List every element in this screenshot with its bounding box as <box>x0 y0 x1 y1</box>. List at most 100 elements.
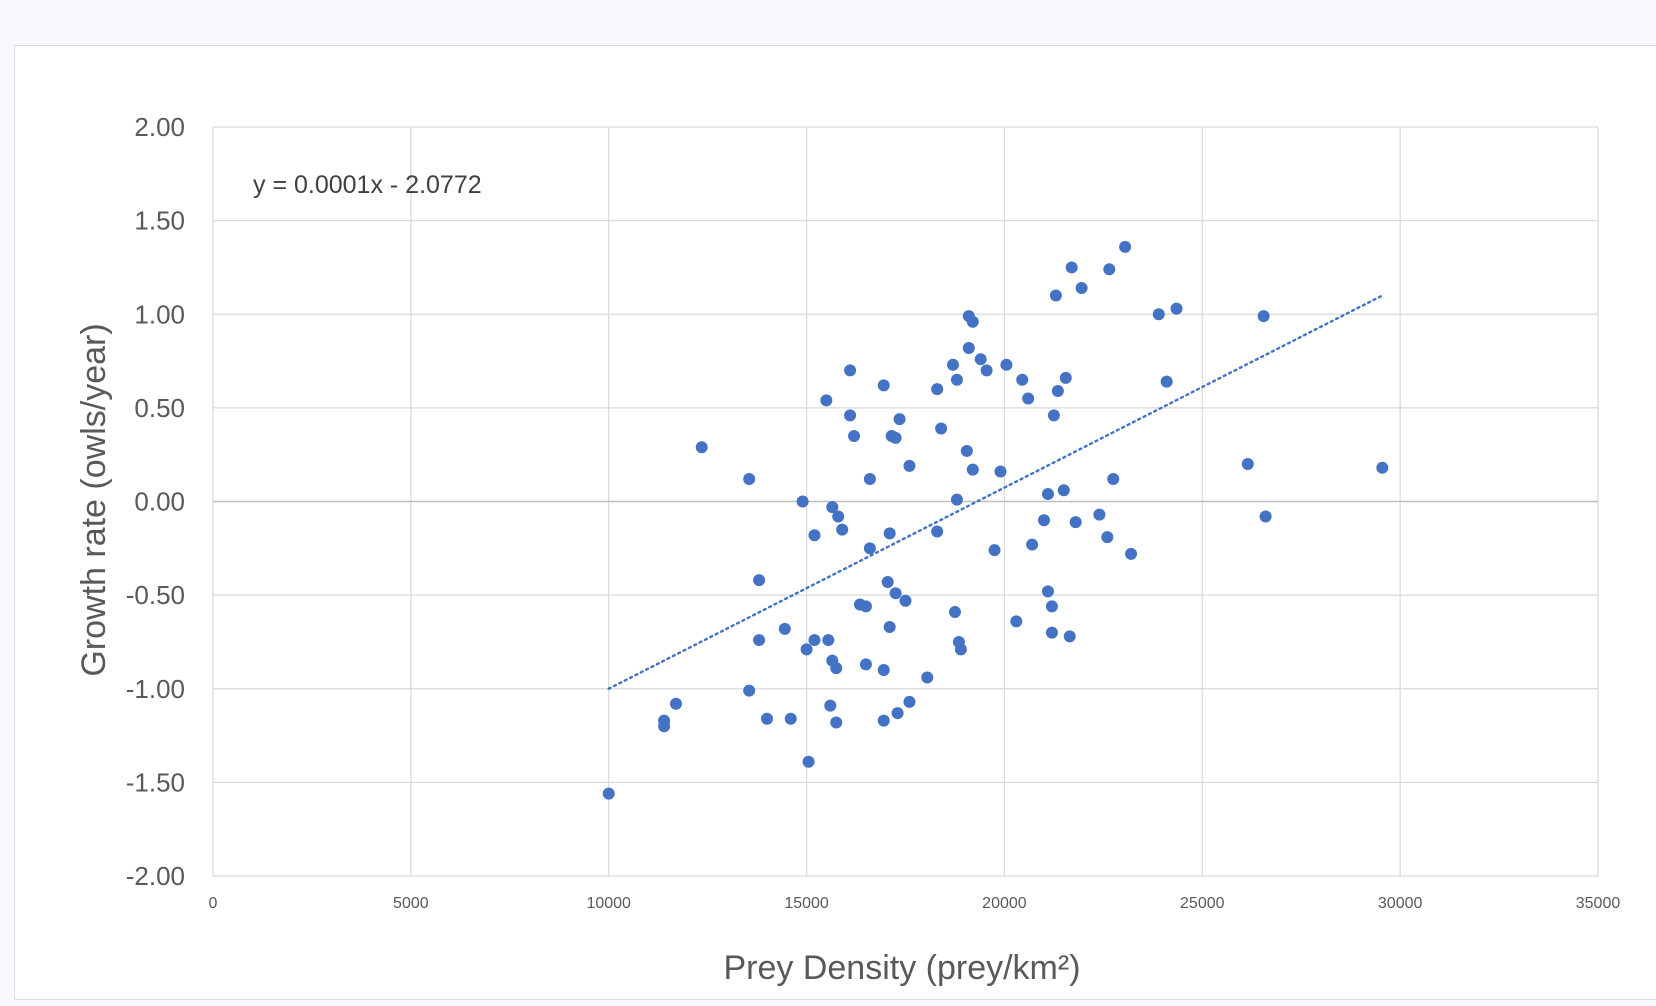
data-point <box>1045 626 1058 639</box>
y-tick-label: -1.50 <box>126 767 185 797</box>
data-point <box>753 634 766 647</box>
data-point <box>859 600 872 613</box>
data-point <box>1170 302 1183 315</box>
data-point <box>808 529 821 542</box>
data-point <box>1045 600 1058 613</box>
data-point <box>1160 375 1173 388</box>
data-point <box>859 658 872 671</box>
data-point <box>800 643 813 656</box>
data-point <box>877 714 890 727</box>
data-point <box>1125 547 1138 560</box>
data-point <box>1041 585 1054 598</box>
data-point <box>1075 282 1088 295</box>
data-point <box>1059 371 1072 384</box>
data-point <box>960 444 973 457</box>
data-point <box>826 501 839 514</box>
y-tick-label: -1.00 <box>126 674 185 704</box>
data-point <box>966 315 979 328</box>
y-tick-label: 0.00 <box>134 487 185 517</box>
data-point <box>974 353 987 366</box>
data-point <box>1051 385 1064 398</box>
data-point <box>1041 488 1054 501</box>
data-point <box>784 712 797 725</box>
data-point <box>1057 484 1070 497</box>
chart-panel <box>14 45 1656 1000</box>
data-point <box>822 634 835 647</box>
data-point <box>743 684 756 697</box>
data-point <box>824 699 837 712</box>
data-point <box>883 527 896 540</box>
data-point <box>863 542 876 555</box>
data-point <box>830 662 843 675</box>
data-point <box>899 594 912 607</box>
x-tick-label: 35000 <box>1576 895 1621 912</box>
x-tick-label: 15000 <box>784 895 829 912</box>
data-point <box>695 441 708 454</box>
data-point <box>808 634 821 647</box>
data-point <box>830 716 843 729</box>
data-point <box>743 473 756 486</box>
data-point <box>832 510 845 523</box>
data-point <box>848 429 861 442</box>
data-point <box>893 413 906 426</box>
x-tick-label: 5000 <box>393 895 429 912</box>
data-point <box>1107 473 1120 486</box>
data-point <box>761 712 773 725</box>
data-point <box>1010 615 1023 628</box>
data-point <box>820 394 833 407</box>
data-point <box>1119 240 1132 253</box>
data-point <box>1000 358 1013 371</box>
x-tick-label: 20000 <box>982 895 1027 912</box>
data-point <box>950 373 963 386</box>
data-point <box>1026 538 1039 551</box>
trendline-group <box>607 294 1384 690</box>
data-point <box>889 431 902 444</box>
data-point <box>1063 630 1076 643</box>
y-tick-label: 0.50 <box>134 393 185 423</box>
data-point <box>1152 308 1165 321</box>
data-point <box>1038 514 1050 527</box>
data-point <box>966 463 979 476</box>
y-tick-label: 2.00 <box>134 112 185 142</box>
data-point <box>988 544 1001 557</box>
data-point <box>1259 510 1272 523</box>
data-point <box>931 525 944 538</box>
data-point <box>903 459 916 472</box>
trendline-equation: y = 0.0001x - 2.0772 <box>253 171 482 199</box>
data-point <box>877 664 890 677</box>
axis-ticks: 0 5000 10000 15000 20000 25000 30000 35000 2.00 1… <box>126 112 1621 912</box>
data-point <box>669 697 682 710</box>
data-point <box>1241 458 1254 471</box>
data-point <box>1376 461 1389 474</box>
y-tick-label: -2.00 <box>126 861 185 891</box>
x-tick-label: 25000 <box>1180 895 1225 912</box>
data-point <box>903 695 916 708</box>
data-point <box>994 465 1007 478</box>
data-point <box>935 422 948 435</box>
data-point <box>1093 508 1106 521</box>
x-tick-label: 30000 <box>1378 895 1423 912</box>
data-point <box>1049 289 1062 302</box>
data-point <box>891 707 904 720</box>
data-point <box>1257 310 1270 323</box>
x-axis-label: Prey Density (prey/km²) <box>723 949 1080 987</box>
x-tick-label: 0 <box>209 895 218 912</box>
data-point <box>1047 409 1060 422</box>
data-point <box>950 493 963 506</box>
y-tick-label: 1.50 <box>134 206 185 236</box>
data-point <box>954 643 967 656</box>
data-point <box>921 671 934 684</box>
data-point <box>962 341 975 354</box>
data-point <box>1101 531 1114 544</box>
data-point <box>863 473 876 486</box>
data-point <box>980 364 993 377</box>
data-point <box>1022 392 1035 405</box>
data-point <box>1069 516 1082 529</box>
data-point <box>844 409 857 422</box>
data-point <box>881 576 894 589</box>
data-point <box>883 620 896 633</box>
data-point <box>778 622 791 635</box>
data-points <box>602 240 1389 800</box>
y-tick-label: -0.50 <box>126 580 185 610</box>
